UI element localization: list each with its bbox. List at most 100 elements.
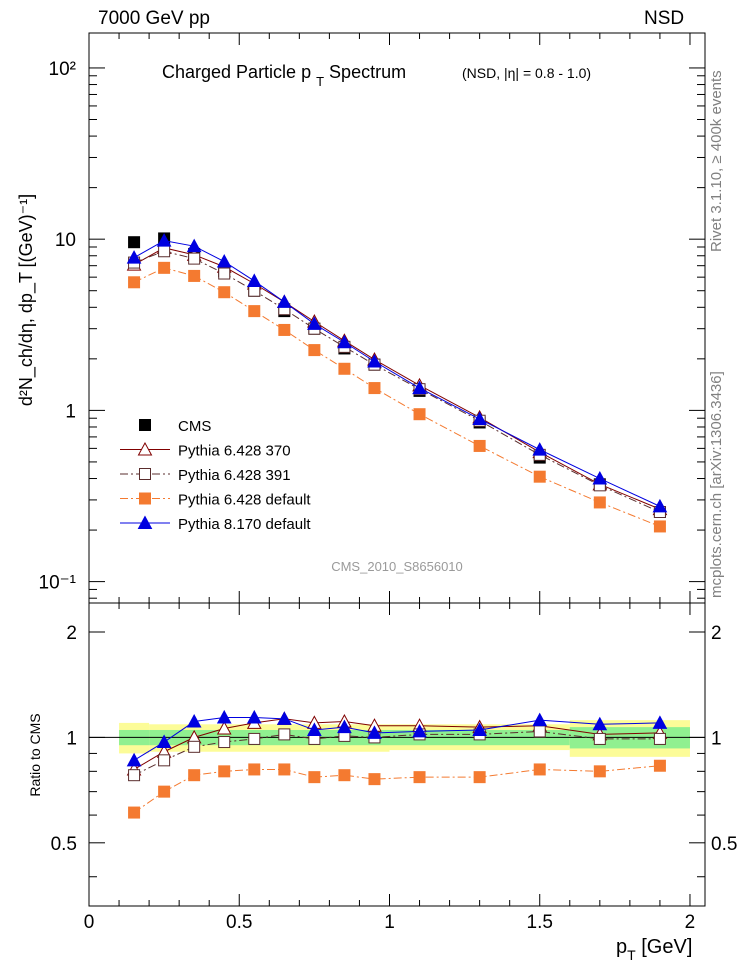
y-tick-label-ratio-right: 1 — [711, 728, 722, 749]
ratio-point — [652, 715, 668, 729]
legend-marker — [137, 441, 153, 456]
ratio-point — [278, 763, 291, 776]
chart-title: Charged Particle p T Spectrum — [162, 62, 406, 89]
x-tick-label-0.5: 0.5 — [226, 912, 252, 933]
ratio-point — [248, 763, 261, 776]
data-point — [216, 254, 232, 268]
data-point — [338, 362, 351, 375]
legend-item-2: Pythia 6.428 391 — [120, 467, 291, 484]
y-tick-label-ratio-right: 0.5 — [711, 834, 737, 855]
main-series-4 — [126, 233, 668, 513]
ratio-point — [218, 765, 231, 778]
y-tick-label-main: 10² — [49, 59, 76, 80]
data-point — [128, 276, 141, 289]
legend-label: CMS — [178, 418, 211, 435]
data-point — [653, 520, 666, 533]
legend-item-0: CMS — [139, 418, 211, 435]
data-point — [188, 252, 201, 265]
y-tick-label-main: 10 — [55, 230, 76, 251]
data-point — [337, 334, 352, 349]
ratio-point — [158, 785, 171, 798]
data-point — [156, 233, 172, 247]
ratio-point — [307, 722, 322, 736]
data-point — [158, 261, 171, 274]
header-right: NSD — [644, 8, 685, 29]
ratio-point — [367, 725, 382, 739]
data-point — [532, 442, 548, 456]
legend-marker — [137, 515, 153, 529]
data-point — [593, 496, 606, 509]
ratio-point — [593, 732, 606, 745]
legend-marker — [139, 492, 151, 505]
data-point — [472, 411, 487, 426]
data-point — [652, 498, 668, 513]
ratio-point — [412, 723, 427, 738]
legend-marker — [139, 468, 151, 480]
ratio-point — [308, 771, 321, 784]
data-point — [246, 273, 262, 287]
data-point — [218, 267, 231, 280]
ratio-point — [248, 732, 261, 745]
data-point — [218, 286, 231, 299]
ratio-point — [368, 773, 381, 786]
ratio-point — [218, 736, 231, 749]
ratio-point — [653, 732, 666, 745]
data-point — [276, 294, 292, 308]
ratio-point — [126, 752, 142, 767]
ratio-series-3 — [126, 709, 668, 767]
ratio-point — [533, 725, 546, 738]
ratio-point — [156, 734, 172, 749]
data-point — [188, 269, 201, 282]
data-point — [248, 305, 261, 318]
data-point — [368, 382, 381, 395]
chart-labels: 0 0.5 1 1.5 2 10⁻¹ 1 10 10² 0.5 0.5 1 1 2 2 CMS Pythia 6… — [16, 59, 737, 963]
ratio-plot-frame — [88, 602, 706, 907]
ratio-point — [593, 765, 606, 778]
data-point — [158, 245, 171, 258]
ratio-point — [158, 754, 171, 767]
data-point — [308, 344, 321, 357]
y-axis-label-main: d²N_ch/dη, dp_T [(GeV)⁻¹] — [16, 194, 37, 406]
data-point — [413, 408, 426, 421]
y-tick-label-main: 10⁻¹ — [39, 573, 77, 594]
data-point — [533, 470, 546, 483]
data-point — [412, 380, 427, 395]
legend-item-4: Pythia 8.170 default — [120, 515, 311, 533]
ratio-point — [128, 769, 141, 782]
ratio-point — [653, 759, 666, 772]
x-axis-label: pT [GeV] — [616, 936, 692, 963]
data-point — [592, 470, 608, 485]
ratio-point — [216, 720, 232, 735]
data-point — [128, 236, 141, 249]
y-tick-label-ratio-left: 2 — [66, 623, 77, 644]
ratio-point — [188, 740, 201, 753]
legend-label: Pythia 8.170 default — [178, 516, 311, 533]
y-axis-label-ratio: Ratio to CMS — [27, 713, 43, 796]
ratio-point — [532, 712, 548, 727]
ratio-point — [276, 711, 292, 725]
ratio-point — [413, 771, 426, 784]
ratio-point — [472, 722, 487, 736]
y-tick-label-ratio-left: 0.5 — [51, 834, 77, 855]
ratio-point — [216, 709, 232, 724]
ratio-point — [592, 716, 608, 731]
ratio-series-2 — [128, 759, 666, 819]
ratio-point — [337, 719, 352, 734]
legend-marker — [139, 419, 151, 431]
x-tick-label-0: 0 — [84, 912, 95, 933]
x-tick-label-1.5: 1.5 — [527, 912, 553, 933]
legend-item-3: Pythia 6.428 default — [120, 492, 311, 509]
x-tick-label-1: 1 — [384, 912, 395, 933]
legend-item-1: Pythia 6.428 370 — [120, 441, 291, 460]
legend-label: Pythia 6.428 370 — [178, 443, 291, 460]
ratio-point — [338, 769, 351, 782]
data-point — [278, 323, 291, 336]
series-line — [133, 267, 661, 527]
axes-frames — [88, 32, 706, 907]
data-point — [186, 238, 202, 253]
ratio-point — [186, 713, 202, 728]
x-tick-label-2: 2 — [685, 912, 696, 933]
chart-title-note: (NSD, |η| = 0.8 - 1.0) — [462, 65, 591, 81]
data-series — [126, 232, 668, 819]
